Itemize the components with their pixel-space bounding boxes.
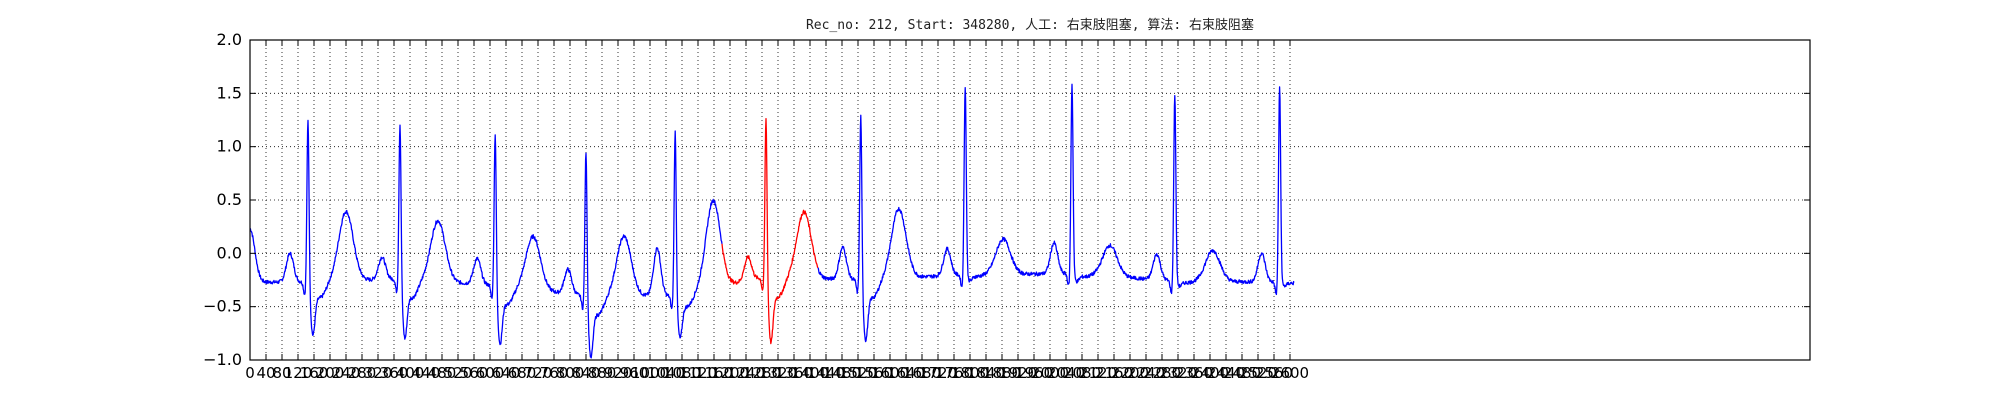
x-tick-label: 1920 (999, 364, 1037, 382)
y-tick-label: 1.5 (217, 83, 242, 102)
x-tick-label: 2240 (1127, 364, 1165, 382)
x-tick-label: 2400 (1191, 364, 1229, 382)
x-tick-label: 2360 (1175, 364, 1213, 382)
ecg-trace-red-segment (721, 118, 819, 345)
x-tick-label: 1000 (631, 364, 669, 382)
y-tick-label: 1.0 (217, 137, 242, 156)
x-tick-label: 2080 (1063, 364, 1101, 382)
x-tick-label: 760 (540, 364, 569, 382)
x-tick-label: 80 (272, 364, 291, 382)
x-tick-label: 200 (316, 364, 345, 382)
ecg-trace-blue-segment (249, 119, 723, 359)
x-tick-label: 40 (256, 364, 275, 382)
x-tick-label: 2560 (1255, 364, 1293, 382)
x-tick-label: 520 (444, 364, 473, 382)
x-tick-label: 480 (428, 364, 457, 382)
x-tick-label: 1280 (743, 364, 781, 382)
x-tick-label: 2120 (1079, 364, 1117, 382)
x-tick-label: 1400 (791, 364, 829, 382)
x-tick-label: 1320 (759, 364, 797, 382)
y-tick-label: 0.5 (217, 190, 242, 209)
x-tick-label: 1520 (839, 364, 877, 382)
x-tick-label: 2520 (1239, 364, 1277, 382)
x-tick-label: 2480 (1223, 364, 1261, 382)
x-tick-label: 120 (284, 364, 313, 382)
x-tick-label: 1640 (887, 364, 925, 382)
x-tick-label: 1080 (663, 364, 701, 382)
x-tick-label: 1240 (727, 364, 765, 382)
x-tick-label: 1560 (855, 364, 893, 382)
x-tick-label: 800 (556, 364, 585, 382)
x-tick-label: 880 (588, 364, 617, 382)
ecg-trace-blue-segment (817, 83, 1295, 343)
x-tick-label: 640 (492, 364, 521, 382)
x-tick-label: 2320 (1159, 364, 1197, 382)
x-tick-label: 600 (476, 364, 505, 382)
y-tick-label: −1.0 (203, 350, 242, 369)
x-tick-label: 960 (620, 364, 649, 382)
y-axis: −1.0 −0.5 0.0 0.5 1.0 1.5 2.0 (203, 30, 1810, 369)
x-tick-label: 280 (348, 364, 377, 382)
x-tick-label: 2440 (1207, 364, 1245, 382)
x-tick-label: 2280 (1143, 364, 1181, 382)
x-axis: 0 408012016020024028032036040044048052056… (245, 40, 1309, 382)
x-tick-label: 160 (300, 364, 329, 382)
series-layer (249, 83, 1295, 359)
x-tick-label: 2600 (1271, 364, 1309, 382)
x-tick-label: 1120 (679, 364, 717, 382)
x-tick-label: 680 (508, 364, 537, 382)
x-tick-label: 240 (332, 364, 361, 382)
x-tick-label: 440 (412, 364, 441, 382)
x-tick-label: 1720 (919, 364, 957, 382)
x-tick-label: 560 (460, 364, 489, 382)
x-tick-label: 1160 (695, 364, 733, 382)
x-tick-label: 1360 (775, 364, 813, 382)
x-tick-label: 1480 (823, 364, 861, 382)
x-tick-label: 0 (245, 364, 255, 382)
x-tick-label: 920 (604, 364, 633, 382)
x-tick-label: 1840 (967, 364, 1005, 382)
x-tick-label: 1600 (871, 364, 909, 382)
grid-lines (250, 40, 1810, 360)
x-tick-label: 1800 (951, 364, 989, 382)
y-tick-label: 2.0 (217, 30, 242, 49)
chart-title: Rec_no: 212, Start: 348280, 人工: 右束肢阻塞, 算… (806, 17, 1254, 33)
x-tick-label: 1040 (647, 364, 685, 382)
x-tick-label: 720 (524, 364, 553, 382)
x-tick-label: 2000 (1031, 364, 1069, 382)
x-tick-label: 2160 (1095, 364, 1133, 382)
x-tick-label: 1440 (807, 364, 845, 382)
y-tick-label: −0.5 (203, 297, 242, 316)
x-tick-label: 1960 (1015, 364, 1053, 382)
x-tick-label: 1760 (935, 364, 973, 382)
x-tick-label: 1680 (903, 364, 941, 382)
x-tick-label: 1200 (711, 364, 749, 382)
x-tick-label: 360 (380, 364, 409, 382)
x-tick-label: 2200 (1111, 364, 1149, 382)
x-tick-label: 2040 (1047, 364, 1085, 382)
x-tick-label: 320 (364, 364, 393, 382)
y-tick-label: 0.0 (217, 243, 242, 262)
x-tick-label: 1880 (983, 364, 1021, 382)
x-tick-label: 400 (396, 364, 425, 382)
x-tick-label: 840 (572, 364, 601, 382)
